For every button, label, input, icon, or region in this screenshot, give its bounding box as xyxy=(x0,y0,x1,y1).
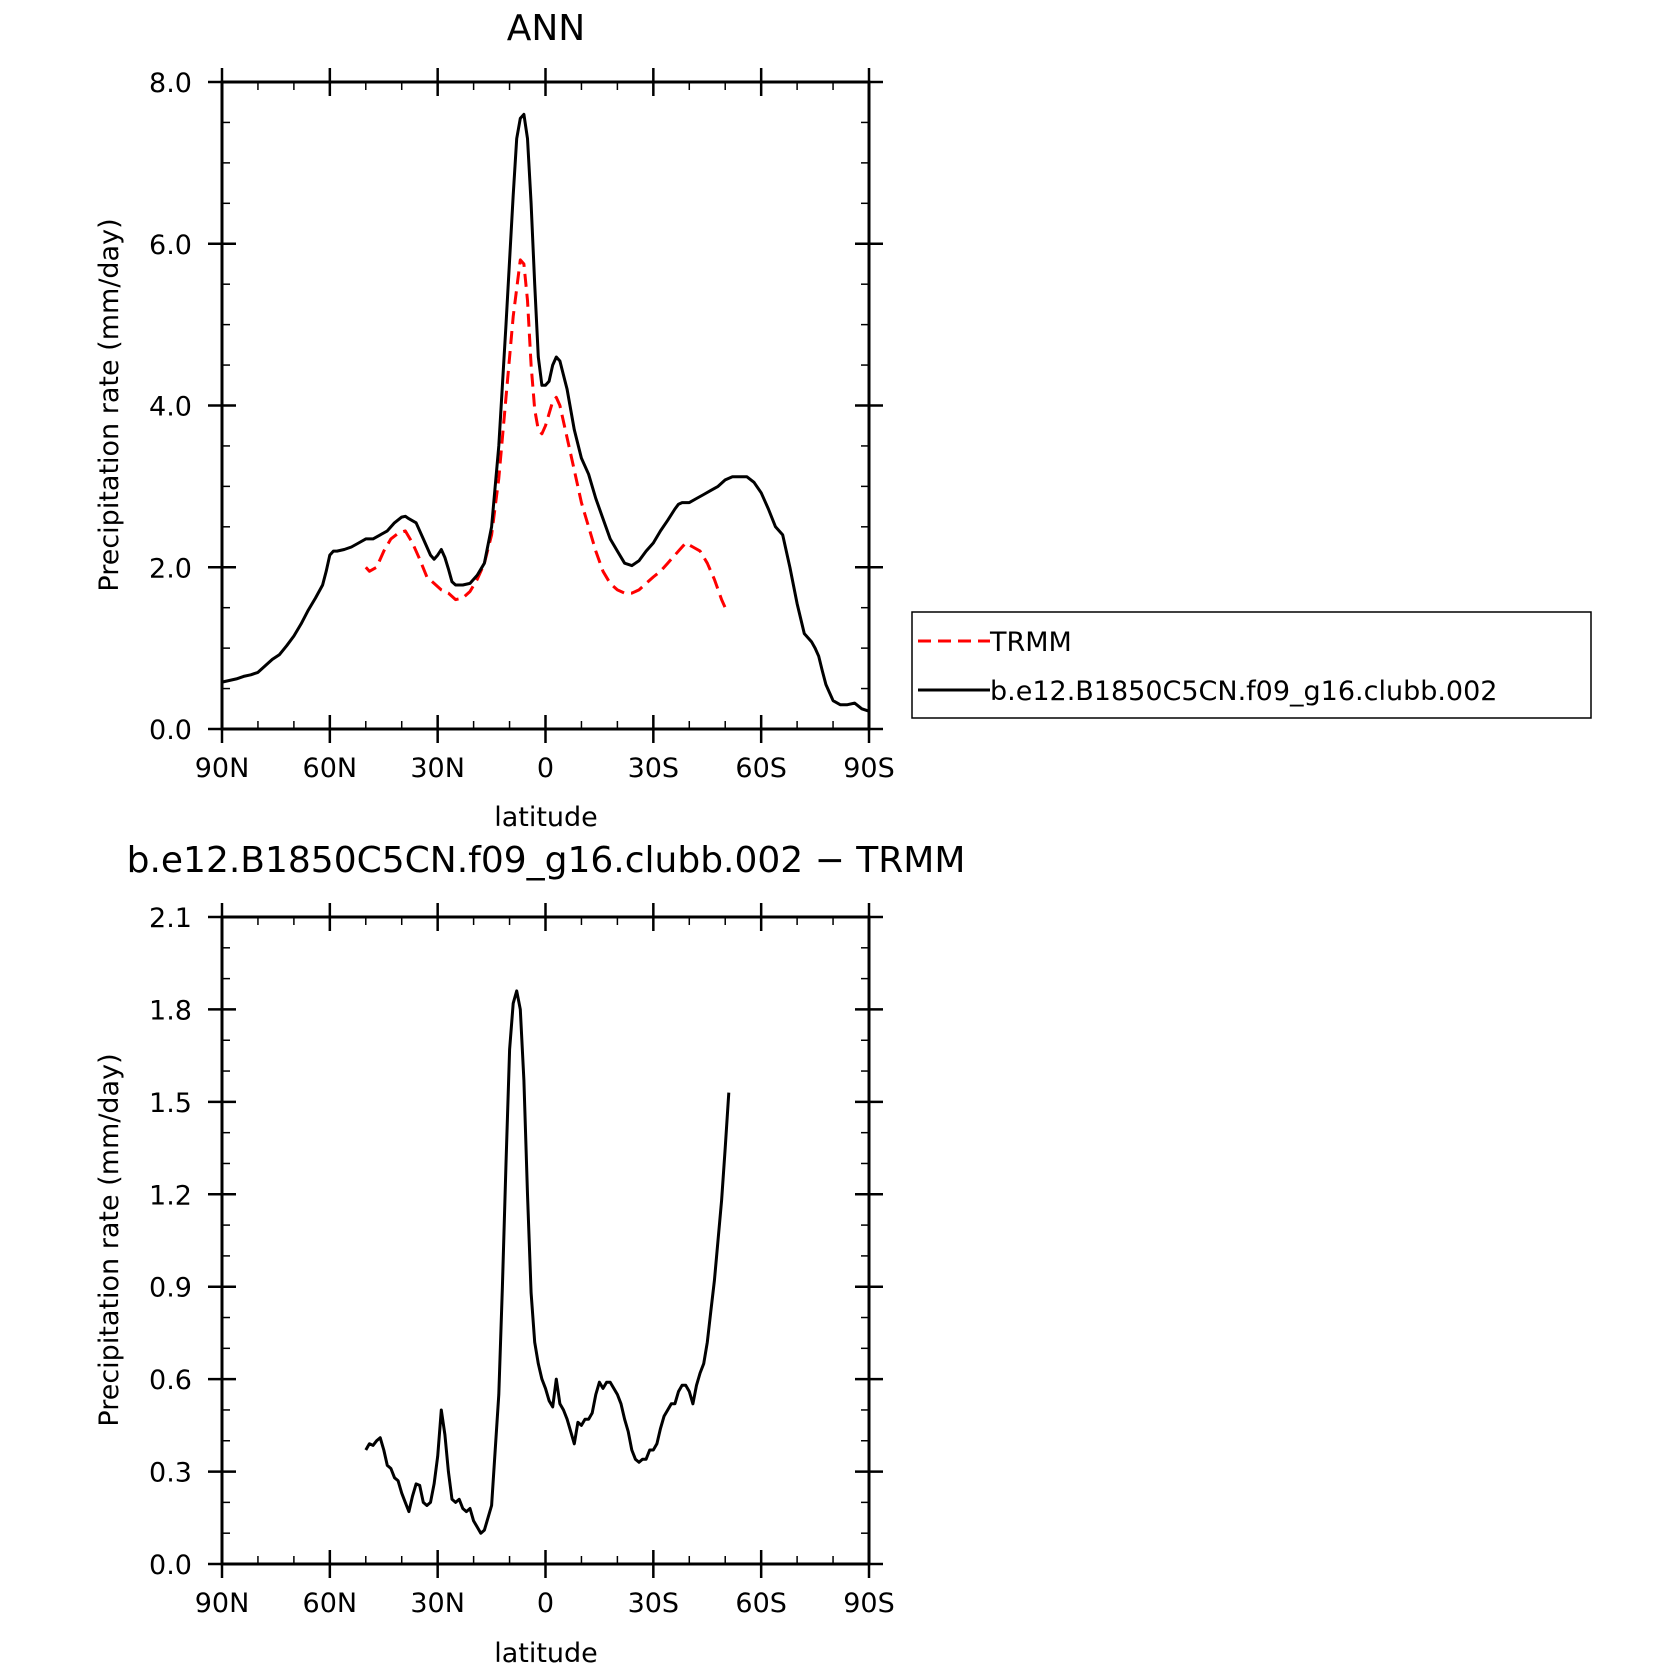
y-tick-label: 0.3 xyxy=(149,1458,192,1489)
x-tick-label: 0 xyxy=(537,1588,554,1619)
x-tick-label: 60N xyxy=(303,753,358,784)
x-tick-label: 90N xyxy=(195,1588,250,1619)
panel-2-x-axis-label: latitude xyxy=(494,1638,598,1669)
y-tick-label: 2.1 xyxy=(149,903,192,934)
series-line-trmm xyxy=(364,258,727,609)
panel-1-x-axis-label: latitude xyxy=(494,802,598,833)
y-tick-label: 2.0 xyxy=(149,553,192,584)
panel-1-title: ANN xyxy=(507,8,586,49)
legend-label-model: b.e12.B1850C5CN.f09_g16.clubb.002 xyxy=(990,676,1497,707)
x-tick-label: 60S xyxy=(735,753,787,784)
panel-2-title: b.e12.B1850C5CN.f09_g16.clubb.002 − TRMM xyxy=(127,840,966,881)
panel-2-frame xyxy=(220,915,871,1566)
y-tick-label: 1.5 xyxy=(149,1088,192,1119)
y-tick-label: 8.0 xyxy=(149,68,192,99)
x-tick-label: 30S xyxy=(628,753,680,784)
y-tick-label: 0.0 xyxy=(149,715,192,746)
x-tick-label: 60N xyxy=(303,1588,358,1619)
panel-difference: b.e12.B1850C5CN.f09_g16.clubb.002 − TRMM… xyxy=(94,840,965,1669)
series-line-model xyxy=(221,112,870,713)
panel-1-y-axis-label: Precipitation rate (mm/day) xyxy=(94,218,125,591)
legend-label-trmm: TRMM xyxy=(989,627,1072,658)
y-tick-label: 0.9 xyxy=(149,1273,192,1304)
x-tick-label: 90S xyxy=(843,753,895,784)
x-tick-label: 90N xyxy=(195,753,250,784)
x-tick-label: 60S xyxy=(735,1588,787,1619)
y-tick-label: 4.0 xyxy=(149,392,192,423)
x-tick-label: 30N xyxy=(410,1588,465,1619)
y-tick-label: 6.0 xyxy=(149,230,192,261)
panel-annual: ANN 90N 60N 30N 0 30S 60S 90S 0.0 2.0 4.0 6.0 8.0 l… xyxy=(94,8,895,833)
y-tick-label: 0.6 xyxy=(149,1365,192,1396)
y-tick-label: 0.0 xyxy=(149,1550,192,1581)
y-tick-label: 1.2 xyxy=(149,1180,192,1211)
series-line-difference xyxy=(364,989,731,1535)
legend-box xyxy=(911,611,1592,719)
x-tick-label: 30S xyxy=(628,1588,680,1619)
panel-1-frame xyxy=(220,80,871,731)
x-tick-label: 90S xyxy=(843,1588,895,1619)
legend: TRMM b.e12.B1850C5CN.f09_g16.clubb.002 xyxy=(911,611,1592,719)
x-tick-label: 30N xyxy=(410,753,465,784)
y-tick-label: 1.8 xyxy=(149,995,192,1026)
x-tick-label: 0 xyxy=(537,753,554,784)
panel-2-y-axis-label: Precipitation rate (mm/day) xyxy=(94,1053,125,1426)
